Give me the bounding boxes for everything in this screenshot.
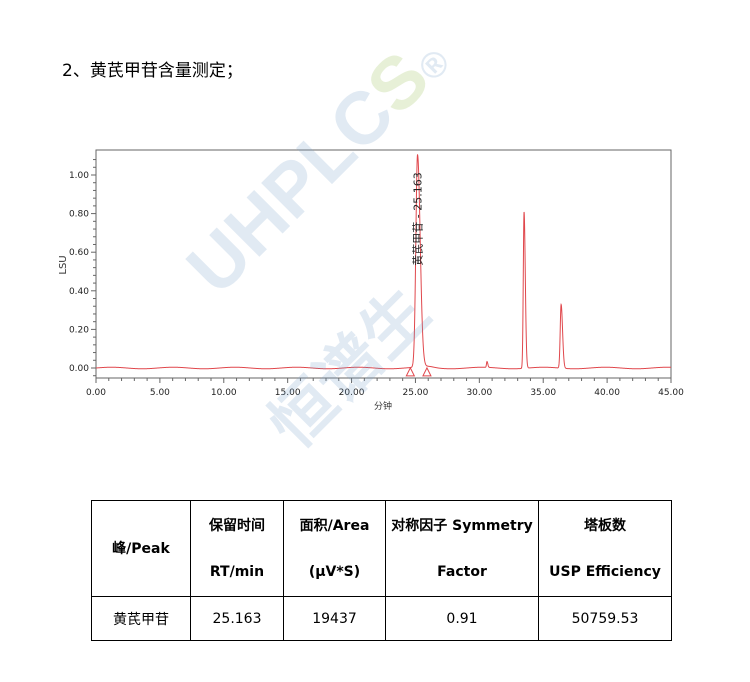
- table-cell: 50759.53: [538, 596, 672, 641]
- x-tick-label: 15.00: [275, 388, 301, 398]
- y-tick-label: 0.80: [69, 210, 89, 220]
- y-tick-label: 1.00: [69, 171, 89, 181]
- x-tick-label: 20.00: [339, 388, 365, 398]
- results-table: 峰/Peak 保留时间 RT/min 面积/Area (μV*S) 对称因子 Symmet…: [91, 500, 672, 641]
- chromatogram-trace: [95, 154, 671, 370]
- table-cell: 19437: [283, 596, 386, 641]
- x-tick-label: 30.00: [466, 388, 492, 398]
- y-tick-label: 0.00: [69, 364, 89, 374]
- header-line: (μV*S): [308, 563, 361, 580]
- y-tick-label: 0.40: [69, 287, 89, 297]
- header-line: 塔板数: [584, 517, 626, 534]
- x-tick-label: 35.00: [530, 388, 556, 398]
- table-cell: 0.91: [385, 596, 539, 641]
- x-axis-label: 分钟: [374, 400, 392, 412]
- y-tick-label: 0.20: [69, 325, 89, 335]
- chromatogram: 0.00 5.00 10.00 15.00 20.00 25.00 30.00 35.00 40…: [58, 149, 684, 412]
- table-cell: 黄芪甲苷: [91, 596, 191, 641]
- table-header-cell: 对称因子 Symmetry Factor: [385, 500, 539, 597]
- header-line: 峰/Peak: [112, 540, 170, 557]
- integration-mark: [405, 366, 416, 377]
- table-header-cell: 面积/Area (μV*S): [283, 500, 386, 597]
- x-tick-label: 40.00: [594, 388, 620, 398]
- table-header-cell: 保留时间 RT/min: [190, 500, 284, 597]
- x-tick-label: 10.00: [211, 388, 237, 398]
- section-heading: 2、黄芪甲苷含量测定；: [62, 61, 243, 81]
- integration-mark: [422, 366, 432, 377]
- x-tick-label: 45.00: [658, 388, 684, 398]
- table-cell: 25.163: [190, 596, 284, 641]
- header-line: RT/min: [209, 563, 265, 580]
- x-tick-label: 25.00: [403, 388, 429, 398]
- y-tick-label: 0.60: [69, 248, 89, 258]
- header-line: USP Efficiency: [549, 563, 661, 580]
- table-header-cell: 塔板数 USP Efficiency: [538, 500, 672, 597]
- table-row: 黄芪甲苷 25.163 19437 0.91 50759.53: [91, 596, 672, 641]
- header-line: 面积/Area: [299, 517, 370, 534]
- x-tick-label: 5.00: [150, 388, 170, 398]
- header-line: 保留时间: [209, 517, 265, 534]
- plot-frame: [95, 149, 672, 379]
- x-tick-label: 0.00: [86, 388, 106, 398]
- header-line: Factor: [437, 563, 487, 580]
- table-header-cell: 峰/Peak: [91, 500, 191, 597]
- y-axis-label: LSU: [58, 255, 69, 274]
- header-line: 对称因子 Symmetry: [391, 517, 533, 534]
- peak-annotation: 黄芪甲苷 - 25.163: [411, 172, 425, 265]
